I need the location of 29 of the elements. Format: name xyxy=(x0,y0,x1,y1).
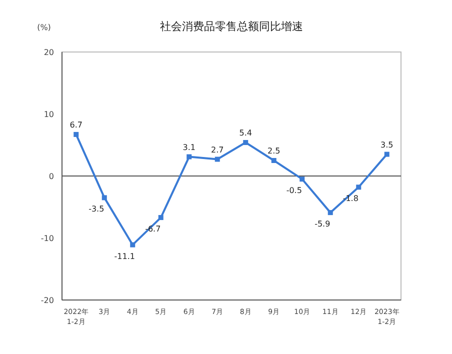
point xyxy=(243,140,248,146)
y-tick-label: -20 xyxy=(40,296,54,305)
data-label: -3.5 xyxy=(88,204,104,214)
y-tick-label: 10 xyxy=(44,110,54,119)
data-label: 6.7 xyxy=(70,120,82,130)
chart-title: 社会消费品零售总额同比增速 xyxy=(160,20,303,33)
y-tick-label: 20 xyxy=(44,48,54,57)
point xyxy=(74,132,79,137)
point xyxy=(384,152,390,157)
y-axis-title: (%) xyxy=(37,23,51,32)
point xyxy=(356,184,362,190)
data-label: -0.5 xyxy=(286,186,302,196)
y-tick-label: -10 xyxy=(40,234,54,243)
data-label: -11.1 xyxy=(114,252,135,261)
point xyxy=(102,195,107,200)
point xyxy=(158,215,164,220)
data-label: -5.9 xyxy=(314,220,330,229)
point xyxy=(214,156,220,162)
point xyxy=(300,176,305,182)
data-label: 5.4 xyxy=(239,128,252,138)
point xyxy=(130,242,136,248)
point xyxy=(186,154,192,160)
data-label: 3.5 xyxy=(380,140,394,150)
data-label: 3.1 xyxy=(182,142,196,152)
data-label: 2.5 xyxy=(268,146,280,156)
data-label: 2.7 xyxy=(211,145,224,154)
y-tick-label: 0 xyxy=(48,172,54,181)
point xyxy=(271,158,276,163)
point xyxy=(328,210,333,216)
